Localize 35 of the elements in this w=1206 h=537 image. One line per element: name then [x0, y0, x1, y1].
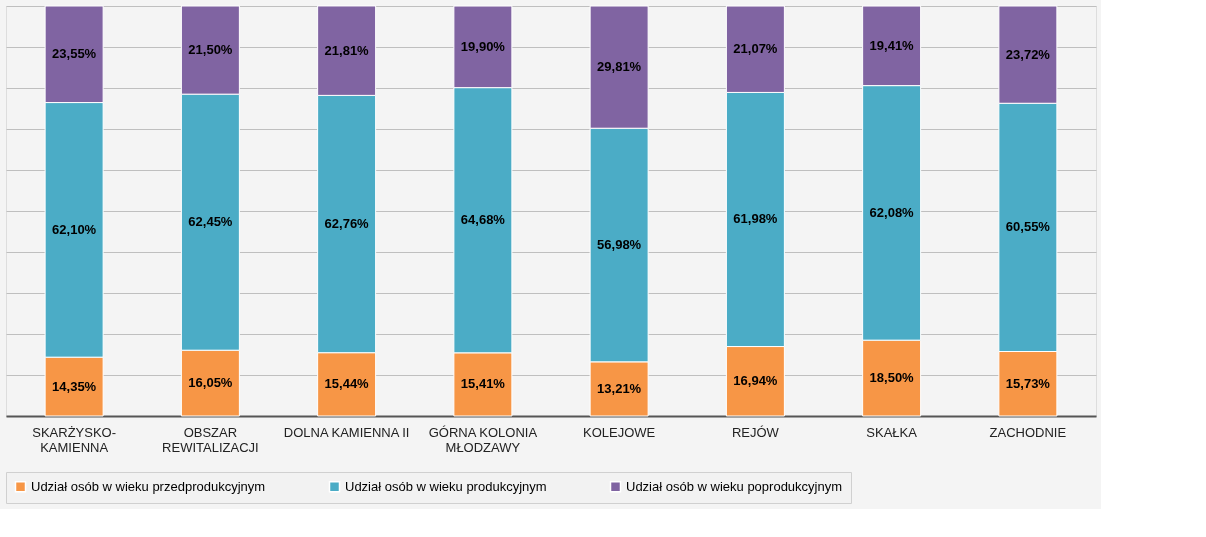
data-label: 16,94%: [733, 373, 778, 389]
data-label: 19,41%: [869, 37, 915, 53]
data-label: 62,08%: [869, 204, 915, 220]
x-tick-label: SKAŁKA: [866, 424, 918, 440]
legend-label: Udział osób w wieku produkcyjnym: [345, 478, 547, 494]
data-label: 62,10%: [52, 221, 97, 237]
data-label: 14,35%: [52, 378, 97, 394]
data-label: 15,73%: [1005, 375, 1051, 391]
x-tick-label: DOLNA KAMIENNA II: [283, 424, 410, 440]
data-label: 18,50%: [869, 370, 915, 386]
x-tick-label: GÓRNA KOLONIA MŁODZAWY: [428, 424, 538, 455]
data-label: 64,68%: [460, 212, 506, 228]
data-label: 23,72%: [1005, 46, 1051, 62]
data-label: 15,41%: [460, 376, 506, 392]
data-label: 62,45%: [188, 214, 233, 230]
data-label: 23,55%: [52, 46, 97, 62]
x-tick-label: SKARŻYSKO-KAMIENNA: [32, 424, 117, 455]
data-label: 29,81%: [597, 59, 642, 75]
x-tick-label: REJÓW: [731, 424, 780, 440]
legend-label: Udział osób w wieku przedprodukcyjnym: [31, 478, 266, 494]
data-label: 21,50%: [188, 42, 233, 58]
data-label: 15,44%: [324, 376, 370, 392]
data-label: 21,07%: [733, 41, 778, 57]
legend-label: Udział osób w wieku poprodukcyjnym: [626, 478, 843, 494]
data-label: 56,98%: [597, 237, 642, 253]
x-tick-label: ZACHODNIE: [989, 424, 1067, 440]
data-label: 61,98%: [733, 211, 778, 227]
data-label: 62,76%: [324, 216, 370, 232]
data-label: 16,05%: [188, 375, 233, 391]
data-label: 21,81%: [324, 42, 370, 58]
x-tick-label: OBSZAR REWITALIZACJI: [162, 424, 259, 455]
data-label: 19,90%: [460, 38, 506, 54]
x-tick-label: KOLEJOWE: [583, 424, 656, 440]
data-label: 60,55%: [1005, 219, 1051, 235]
data-label: 13,21%: [597, 380, 642, 396]
